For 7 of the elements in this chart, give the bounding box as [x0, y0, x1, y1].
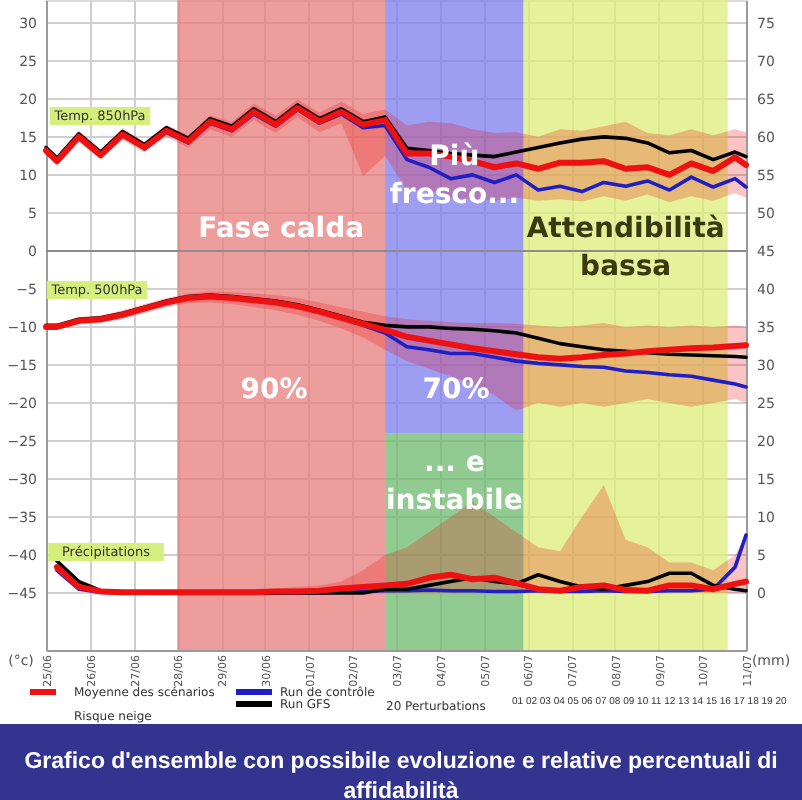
- text: Grafico d'ensemble con possibile evoluzione e relative percentuali di affidabilità: [24, 750, 778, 800]
- band-label: Attendibilità bassa: [526, 212, 725, 283]
- annotation: 90%: [240, 374, 308, 406]
- band-label: Più fresco...: [389, 141, 520, 211]
- band-label: Fase calda: [198, 212, 365, 245]
- annotation: 70%: [422, 374, 490, 406]
- band-label: ... e instabile: [385, 446, 523, 517]
